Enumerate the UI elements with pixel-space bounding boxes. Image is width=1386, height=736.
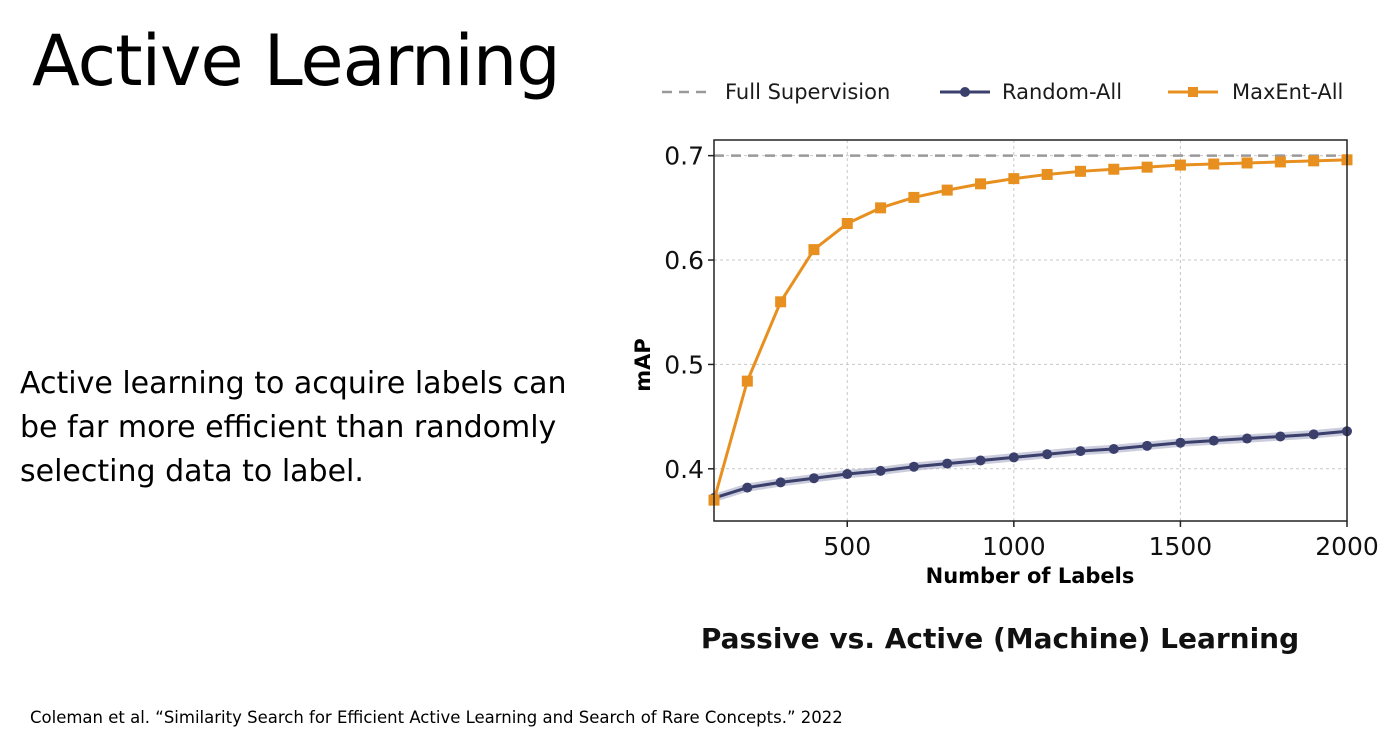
- random-all-point: [808, 473, 819, 484]
- x-tick-label: 1500: [1149, 532, 1213, 561]
- maxent-all-point: [1108, 163, 1120, 175]
- random-all-point: [1175, 437, 1186, 448]
- maxent-all-point: [1208, 158, 1220, 170]
- chart-confidence-bands: [714, 427, 1347, 503]
- random-all-point: [1275, 431, 1286, 442]
- legend-maxent-all-marker: [1188, 87, 1198, 97]
- maxent-all-point: [841, 218, 853, 230]
- x-tick-label: 500: [823, 532, 871, 561]
- random-all-point: [1208, 435, 1219, 446]
- legend-random-all-marker: [960, 87, 970, 97]
- chart-axes: 500 1000 1500 2000 0.4 0.5 0.6 0.7: [664, 139, 1379, 561]
- maxent-all-point: [1074, 165, 1086, 177]
- legend-maxent-all-label: MaxEnt-All: [1232, 80, 1343, 104]
- legend-random-all-label: Random-All: [1002, 80, 1122, 104]
- legend-full-supervision-label: Full Supervision: [725, 80, 890, 104]
- maxent-all-point: [808, 244, 820, 256]
- random-all-point: [742, 482, 753, 493]
- maxent-all-point: [875, 202, 887, 214]
- y-tick-label: 0.7: [664, 142, 704, 171]
- y-axis-label: mAP: [631, 338, 655, 392]
- y-tick-label: 0.5: [664, 350, 704, 379]
- chart-series: [708, 154, 1353, 506]
- x-tick-label: 2000: [1315, 532, 1379, 561]
- random-all-point: [1308, 429, 1319, 440]
- citation: Coleman et al. “Similarity Search for Ef…: [30, 708, 843, 727]
- maxent-all-point: [741, 375, 753, 387]
- random-all-point: [975, 455, 986, 466]
- maxent-all-point: [941, 184, 953, 196]
- x-tick-label: 1000: [982, 532, 1046, 561]
- slide-body-text: Active learning to acquire labels can be…: [20, 366, 567, 489]
- maxent-all-point: [975, 178, 987, 190]
- random-all-point: [875, 465, 886, 476]
- y-tick-label: 0.4: [664, 455, 704, 484]
- maxent-all-point: [908, 191, 920, 203]
- slide-title: Active Learning: [32, 20, 561, 102]
- random-all-point: [1008, 452, 1019, 463]
- maxent-all-point: [1174, 159, 1186, 171]
- maxent-all-point: [1041, 168, 1053, 180]
- random-all-point: [1042, 449, 1053, 460]
- random-all-point: [942, 458, 953, 469]
- maxent-all-point: [1308, 155, 1320, 167]
- maxent-all-point: [1241, 157, 1253, 169]
- maxent-all-line: [712, 158, 1348, 501]
- random-all-line: [713, 429, 1348, 500]
- chart-grid: [714, 140, 1348, 521]
- random-all-point: [1075, 446, 1086, 457]
- random-all-confidence-band: [714, 427, 1347, 503]
- maxent-all-point: [1141, 161, 1153, 173]
- maxent-all-point: [1008, 173, 1020, 185]
- chart: Full Supervision Random-All MaxEnt-All 5…: [631, 80, 1379, 655]
- random-all-point: [842, 469, 853, 480]
- random-all-point: [1242, 433, 1253, 444]
- x-axis-label: Number of Labels: [926, 564, 1135, 588]
- chart-legend: Full Supervision Random-All MaxEnt-All: [662, 80, 1343, 104]
- y-tick-label: 0.6: [664, 246, 704, 275]
- random-all-point: [908, 461, 919, 472]
- plot-frame: [713, 139, 1348, 522]
- random-all-point: [1108, 443, 1119, 454]
- random-all-point: [775, 477, 786, 488]
- random-all-point: [1142, 440, 1153, 451]
- maxent-all-point: [1274, 156, 1286, 168]
- maxent-all-point: [775, 296, 787, 308]
- chart-title: Passive vs. Active (Machine) Learning: [701, 622, 1299, 655]
